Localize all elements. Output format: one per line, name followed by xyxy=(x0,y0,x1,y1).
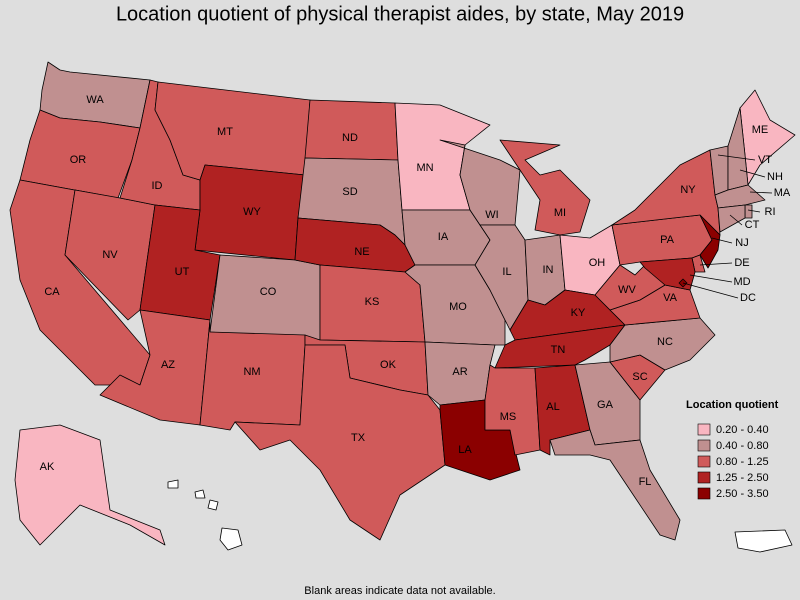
state xyxy=(234,344,446,541)
state-label: KS xyxy=(365,296,380,308)
legend-swatch xyxy=(697,471,711,484)
state xyxy=(727,107,749,191)
state-label: WV xyxy=(618,284,636,296)
state-label: ND xyxy=(342,132,358,144)
state-label: TX xyxy=(351,432,366,444)
legend-label: 0.40 - 0.80 xyxy=(716,440,769,452)
state-label: UT xyxy=(175,266,190,278)
state-label: MO xyxy=(449,301,467,313)
state-label: SD xyxy=(342,186,357,198)
legend-swatch xyxy=(697,455,711,468)
state-label: ME xyxy=(752,124,769,136)
state-label: AK xyxy=(40,461,55,473)
state-label: TN xyxy=(551,344,566,356)
state-label: CO xyxy=(260,286,277,298)
state-label: IA xyxy=(438,231,449,243)
leader-line xyxy=(682,282,739,299)
state-label: VT xyxy=(758,154,772,166)
state-label: MD xyxy=(733,276,750,288)
no-data-areas xyxy=(167,479,793,553)
state-label: RI xyxy=(765,206,776,218)
hawaii xyxy=(219,527,243,551)
state xyxy=(304,99,399,161)
state-label: GA xyxy=(597,399,614,411)
legend-swatch xyxy=(697,439,711,452)
state-label: OK xyxy=(380,359,397,371)
legend-label: 0.20 - 0.40 xyxy=(716,424,769,436)
state-label: NV xyxy=(102,249,118,261)
state-label: NC xyxy=(657,336,673,348)
state xyxy=(474,224,529,331)
state-label: WA xyxy=(86,94,104,106)
state-label: WY xyxy=(243,206,261,218)
state-label: AR xyxy=(452,366,467,378)
state-label: FL xyxy=(639,476,652,488)
leader-line xyxy=(739,169,766,178)
state xyxy=(717,204,746,233)
state-label: MI xyxy=(554,207,566,219)
legend-label: 0.80 - 1.25 xyxy=(716,456,769,468)
state-label: AZ xyxy=(161,359,175,371)
state xyxy=(699,214,721,269)
leader-line xyxy=(749,191,773,194)
state-label: SC xyxy=(632,371,647,383)
state xyxy=(494,324,626,369)
legend-swatch xyxy=(697,423,711,436)
leader-line xyxy=(689,274,733,283)
state-label: VA xyxy=(663,292,678,304)
state-label: IL xyxy=(502,266,511,278)
state-label: ID xyxy=(152,180,163,192)
state-label: CA xyxy=(44,286,60,298)
legend-title: Location quotient xyxy=(686,399,779,411)
state-label: MS xyxy=(500,411,517,423)
state xyxy=(499,139,591,236)
state-label: WI xyxy=(485,209,498,221)
state-label: IN xyxy=(543,264,554,276)
states xyxy=(9,61,796,546)
legend-swatch xyxy=(697,487,711,500)
state-label: OH xyxy=(589,257,606,269)
hawaii xyxy=(194,489,206,499)
state-label: OR xyxy=(70,154,87,166)
state-labels: WA OR CA NV ID MT WY UT CO AZ NM ND SD NE KS OK TX MN IA MO… xyxy=(40,94,791,488)
state xyxy=(14,424,166,546)
state-label: DE xyxy=(734,257,749,269)
state xyxy=(744,204,753,219)
state-label: MN xyxy=(416,162,433,174)
leader-line xyxy=(711,237,733,244)
state xyxy=(549,429,681,541)
state-label: MA xyxy=(774,187,791,199)
legend-label: 2.50 - 3.50 xyxy=(716,488,769,500)
legend-label: 1.25 - 2.50 xyxy=(716,472,769,484)
state-label: AL xyxy=(546,401,559,413)
leader-line xyxy=(717,154,756,161)
state-label: KY xyxy=(571,307,586,319)
state-label: NJ xyxy=(735,237,748,249)
state-label: MT xyxy=(217,126,233,138)
state-label: NE xyxy=(354,246,369,258)
state-label: CT xyxy=(745,219,760,231)
footnote: Blank areas indicate data not available. xyxy=(304,585,495,597)
state-label: DC xyxy=(740,292,756,304)
legend: 0.20 - 0.40 0.40 - 0.80 0.80 - 1.25 1.25 - … xyxy=(697,423,769,500)
state-label: NH xyxy=(767,171,783,183)
leader-line xyxy=(747,209,761,213)
hawaii xyxy=(207,499,219,511)
leader-line xyxy=(699,262,733,266)
map-title: Location quotient of physical therapist … xyxy=(116,3,684,25)
state-label: PA xyxy=(660,234,675,246)
state-label: LA xyxy=(458,444,472,456)
puerto-rico xyxy=(734,529,793,553)
state-label: NY xyxy=(680,184,696,196)
state-label: NM xyxy=(243,366,260,378)
hawaii xyxy=(167,479,179,489)
leader-line xyxy=(729,214,743,226)
